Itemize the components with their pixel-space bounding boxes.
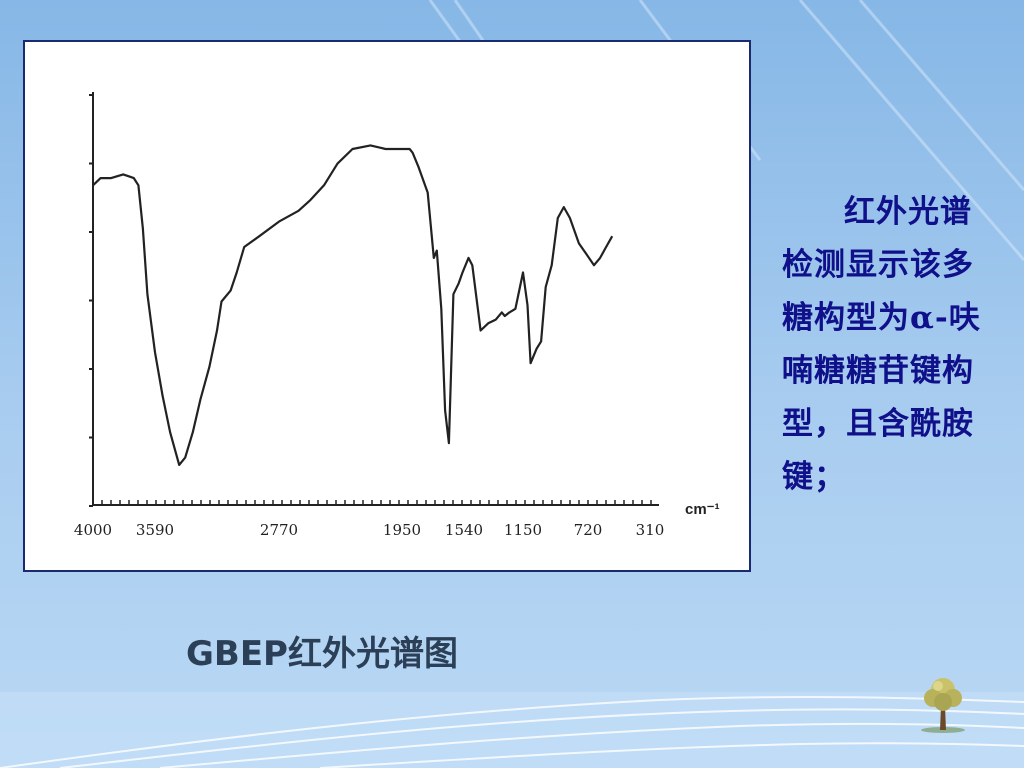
x-tick-label: 720 [574,521,603,539]
ir-spectrum-chart: 4000 3590 2770 1950 1540 1150 720 310 cm⁻¹ [23,40,751,572]
x-tick-label: 4000 [74,521,112,539]
x-tick-label: 1150 [504,521,542,539]
ir-spectrum-plot: 4000 3590 2770 1950 1540 1150 720 310 cm⁻¹ [74,92,720,539]
x-tick-label: 1540 [445,521,483,539]
chart-caption: GBEP红外光谱图 [186,634,458,674]
x-tick-label: 2770 [260,521,298,539]
x-tick-label: 1950 [383,521,421,539]
description-text: 红外光谱检测显示该多糖构型为α-呋喃糖糖苷键构型，且含酰胺键； [782,194,981,495]
tree-icon [921,678,965,733]
x-tick-label: 3590 [136,521,174,539]
x-tick-label: 310 [636,521,665,539]
x-axis-unit-label: cm⁻¹ [685,501,720,518]
transmittance-curve [92,144,614,466]
